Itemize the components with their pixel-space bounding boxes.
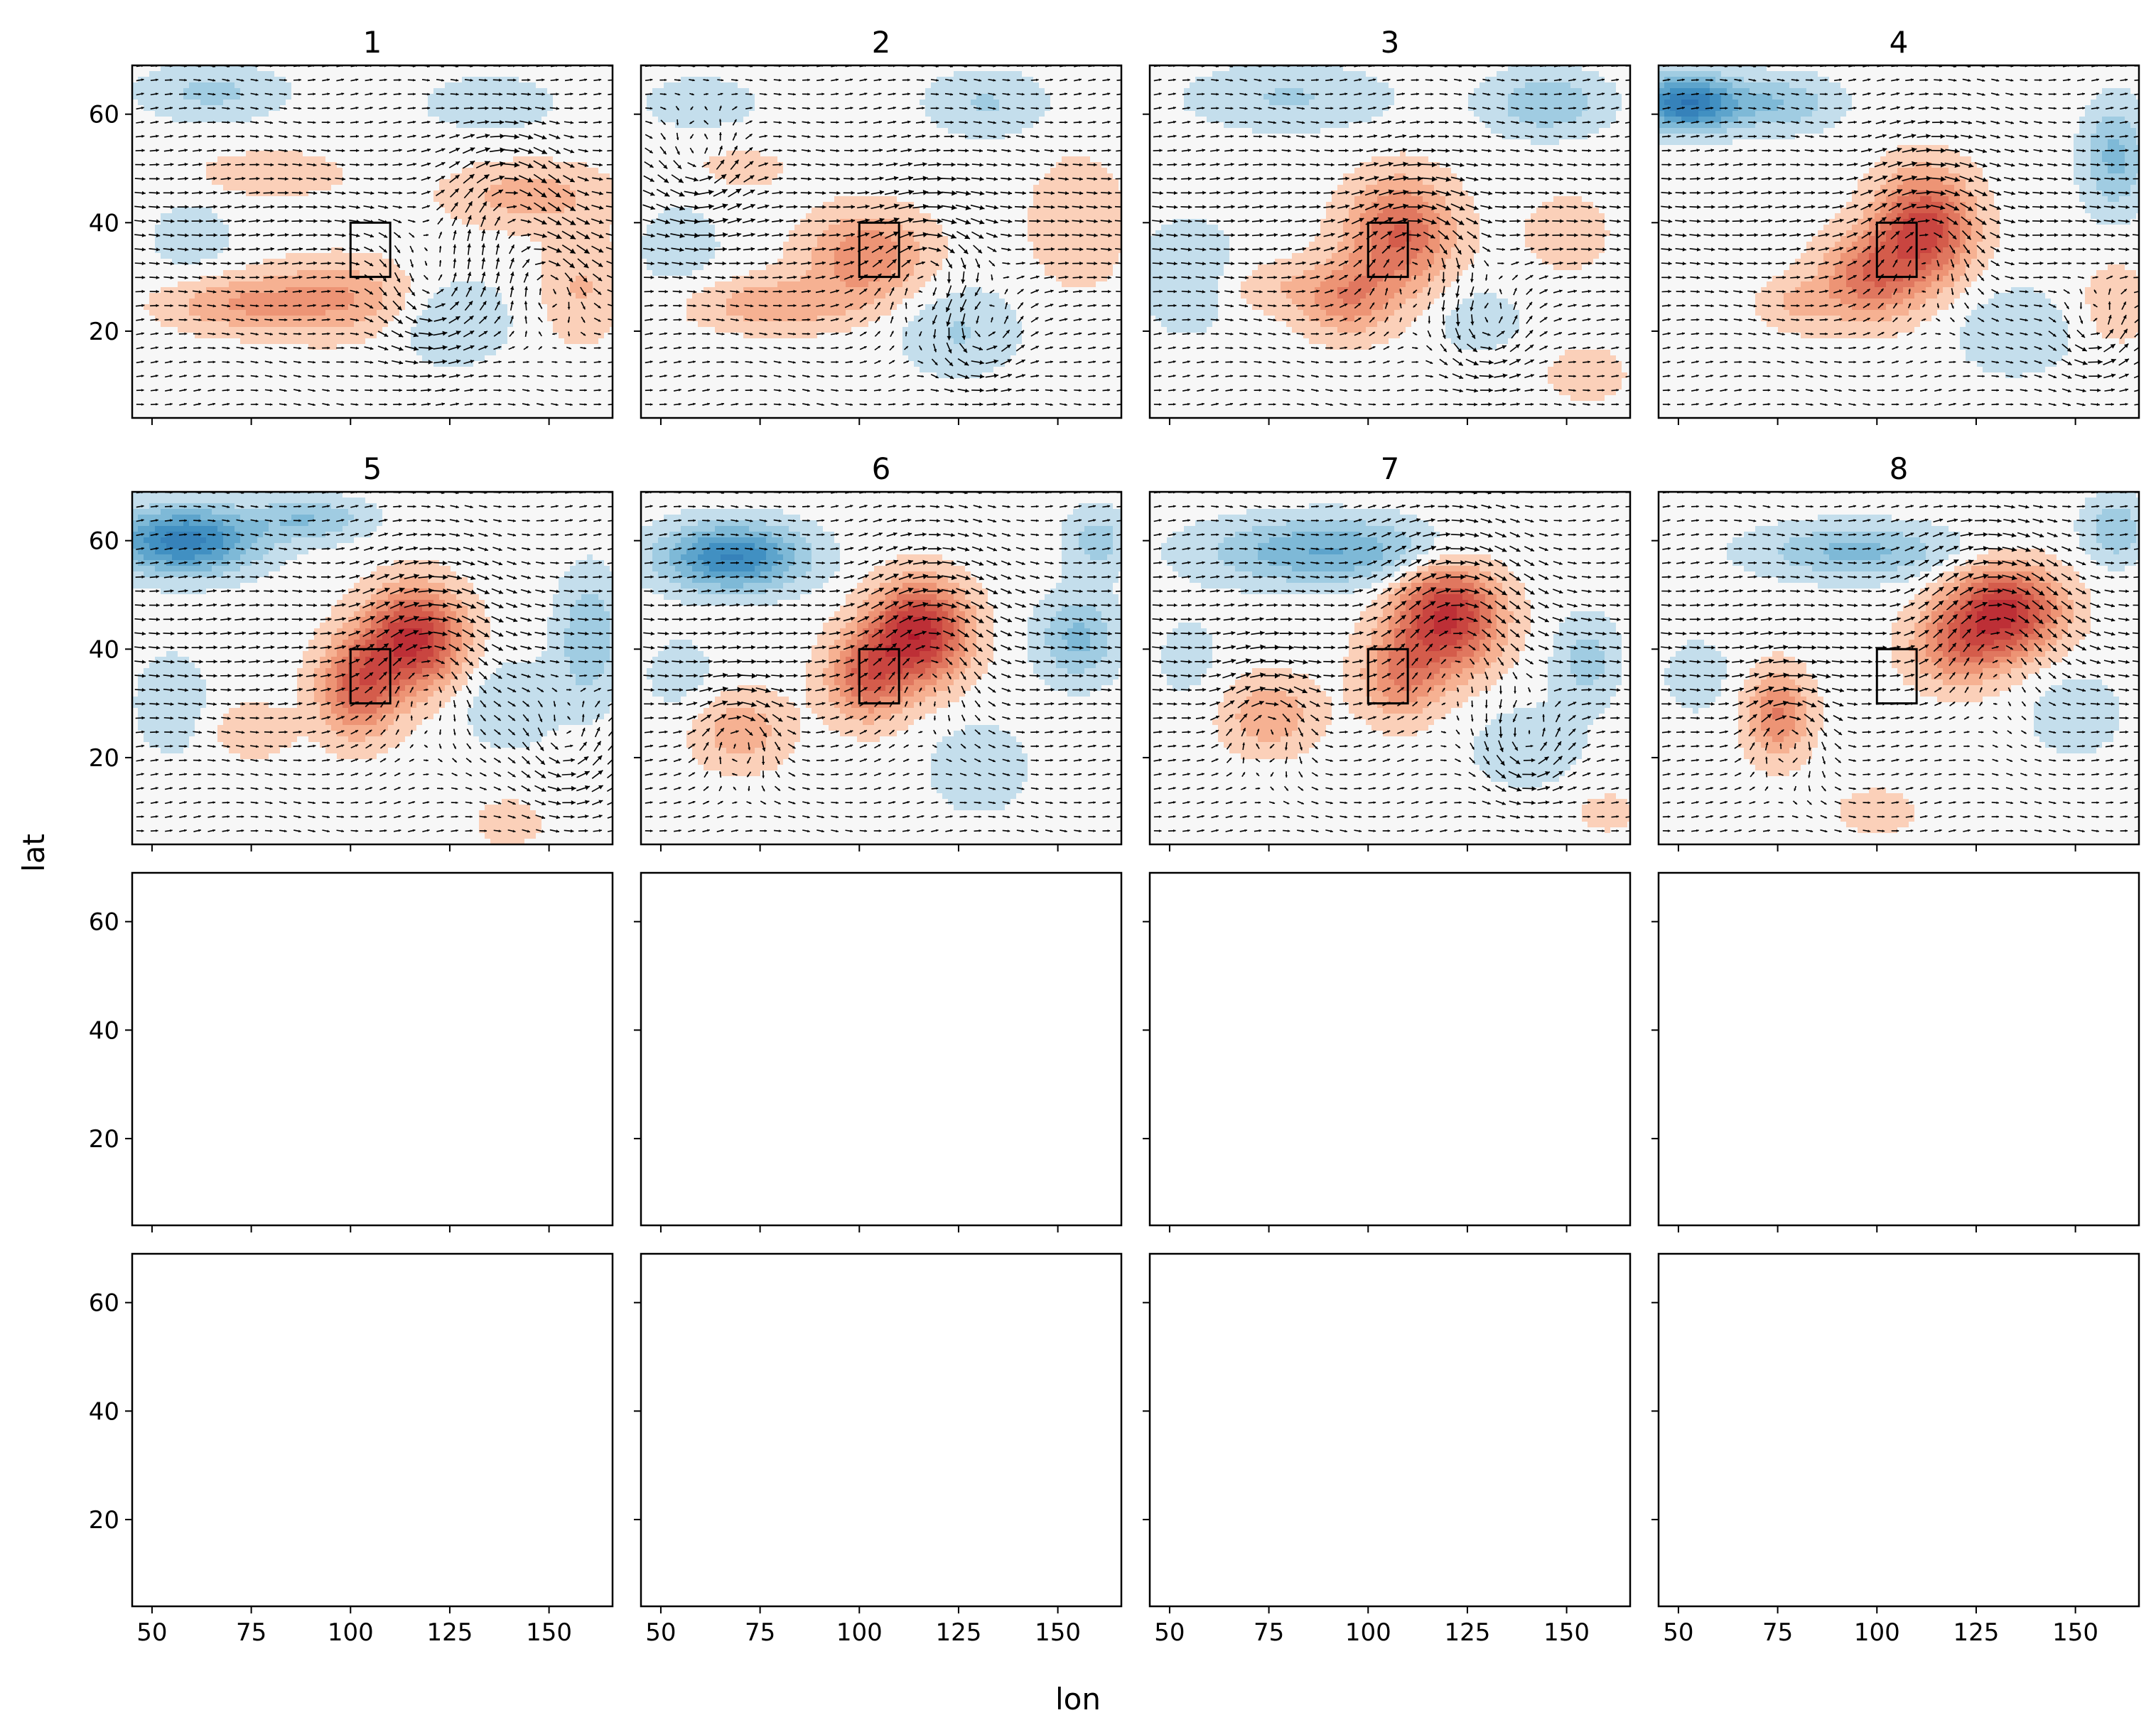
panel-title: 7 bbox=[1381, 451, 1400, 486]
contour-field bbox=[132, 65, 613, 418]
y-tick-label: 60 bbox=[89, 1289, 119, 1318]
contour-field bbox=[1150, 492, 1630, 844]
y-tick-label: 20 bbox=[89, 1125, 119, 1154]
axes-frame bbox=[1657, 1252, 2140, 1608]
axes-frame bbox=[1657, 490, 2140, 846]
region-box bbox=[858, 648, 900, 705]
x-tick-label: 50 bbox=[1663, 1618, 1693, 1647]
panel-title: 1 bbox=[363, 25, 382, 60]
y-tick-label: 40 bbox=[89, 1397, 119, 1426]
contour-field bbox=[1150, 65, 1630, 418]
panel-title: 5 bbox=[363, 451, 382, 486]
x-tick-label: 75 bbox=[1254, 1618, 1284, 1647]
region-box bbox=[1367, 221, 1409, 279]
axes-frame bbox=[640, 490, 1123, 846]
panel-1: 1 20 40 60 bbox=[89, 25, 614, 425]
axes-frame bbox=[1148, 490, 1632, 846]
y-tick-label: 40 bbox=[89, 209, 119, 237]
axes-frame bbox=[1657, 871, 2140, 1227]
axes-frame bbox=[131, 1252, 614, 1608]
panel-10 bbox=[634, 871, 1123, 1232]
panel-9: 20 40 60 bbox=[89, 871, 614, 1232]
panel-15: 50 75 100 125 150 bbox=[1143, 1252, 1632, 1647]
y-tick-label: 60 bbox=[89, 101, 119, 129]
panel-12 bbox=[1651, 871, 2140, 1232]
panel-3: 3 bbox=[1143, 25, 1632, 425]
x-tick-label: 150 bbox=[1035, 1618, 1081, 1647]
axes-frame bbox=[1148, 1252, 1632, 1608]
x-axis-label: lon bbox=[1055, 1682, 1101, 1716]
y-tick-label: 60 bbox=[89, 908, 119, 937]
axes-frame bbox=[131, 64, 614, 419]
wind-vectors bbox=[1661, 492, 2139, 833]
y-axis-label: lat bbox=[16, 834, 51, 872]
y-tick-label: 20 bbox=[89, 1506, 119, 1535]
panel-11 bbox=[1143, 871, 1632, 1232]
x-tick-label: 125 bbox=[935, 1618, 981, 1647]
panel-5: 5 20 40 60 bbox=[89, 451, 614, 851]
panel-4: 4 bbox=[1651, 25, 2140, 425]
panel-2: 2 bbox=[634, 25, 1123, 425]
axes-frame bbox=[640, 1252, 1123, 1608]
axes-frame bbox=[1148, 871, 1632, 1227]
contour-field bbox=[641, 65, 1121, 418]
y-tick-label: 40 bbox=[89, 635, 119, 664]
x-tick-label: 100 bbox=[328, 1618, 374, 1647]
panel-title: 4 bbox=[1890, 25, 1909, 60]
panel-grid: 1 20 40 60 2 3 4 5 20 40 60 6 7 8 20 40 60 50 75 100 125 150 2… bbox=[89, 25, 2140, 1647]
x-tick-label: 100 bbox=[1345, 1618, 1391, 1647]
y-tick-label: 20 bbox=[89, 744, 119, 773]
panel-13: 50 75 100 125 150 20 40 60 bbox=[89, 1252, 614, 1647]
axes-frame bbox=[131, 490, 614, 846]
panel-title: 3 bbox=[1381, 25, 1400, 60]
axes-frame bbox=[640, 871, 1123, 1227]
panel-6: 6 bbox=[634, 451, 1123, 851]
contour-field bbox=[132, 492, 613, 844]
x-tick-label: 100 bbox=[836, 1618, 883, 1647]
x-tick-label: 50 bbox=[136, 1618, 167, 1647]
x-tick-label: 125 bbox=[1444, 1618, 1490, 1647]
wind-vectors bbox=[1661, 65, 2139, 407]
x-tick-label: 125 bbox=[426, 1618, 473, 1647]
contour-field bbox=[1659, 492, 2139, 844]
panel-14: 50 75 100 125 150 bbox=[634, 1252, 1123, 1647]
wind-vectors bbox=[134, 492, 613, 833]
y-tick-label: 60 bbox=[89, 527, 119, 556]
wind-vectors bbox=[643, 492, 1121, 833]
region-box bbox=[1875, 221, 1918, 279]
panel-title: 6 bbox=[872, 451, 891, 486]
panel-7: 7 bbox=[1143, 451, 1632, 851]
wind-vectors bbox=[1152, 492, 1630, 833]
x-tick-label: 50 bbox=[1154, 1618, 1185, 1647]
axes-frame bbox=[131, 871, 614, 1227]
x-tick-label: 150 bbox=[1543, 1618, 1590, 1647]
y-tick-label: 20 bbox=[89, 318, 119, 346]
contour-field bbox=[1659, 65, 2139, 418]
axes-frame bbox=[1657, 64, 2140, 419]
panel-8: 8 bbox=[1651, 451, 2140, 851]
region-box bbox=[349, 221, 392, 279]
axes-frame bbox=[640, 64, 1123, 419]
region-box bbox=[349, 648, 392, 705]
axes-frame bbox=[1148, 64, 1632, 419]
x-tick-label: 150 bbox=[2052, 1618, 2098, 1647]
x-tick-label: 50 bbox=[645, 1618, 676, 1647]
y-tick-label: 40 bbox=[89, 1016, 119, 1045]
x-tick-label: 125 bbox=[1953, 1618, 1999, 1647]
panel-title: 8 bbox=[1890, 451, 1909, 486]
x-tick-label: 150 bbox=[526, 1618, 572, 1647]
region-box bbox=[1875, 648, 1918, 705]
panel-title: 2 bbox=[872, 25, 891, 60]
x-tick-label: 75 bbox=[236, 1618, 266, 1647]
contour-field bbox=[641, 492, 1121, 844]
x-tick-label: 75 bbox=[1762, 1618, 1793, 1647]
x-tick-label: 75 bbox=[745, 1618, 775, 1647]
x-tick-label: 100 bbox=[1854, 1618, 1900, 1647]
panel-16: 50 75 100 125 150 bbox=[1651, 1252, 2140, 1647]
region-box bbox=[858, 221, 900, 279]
region-box bbox=[1367, 648, 1409, 705]
